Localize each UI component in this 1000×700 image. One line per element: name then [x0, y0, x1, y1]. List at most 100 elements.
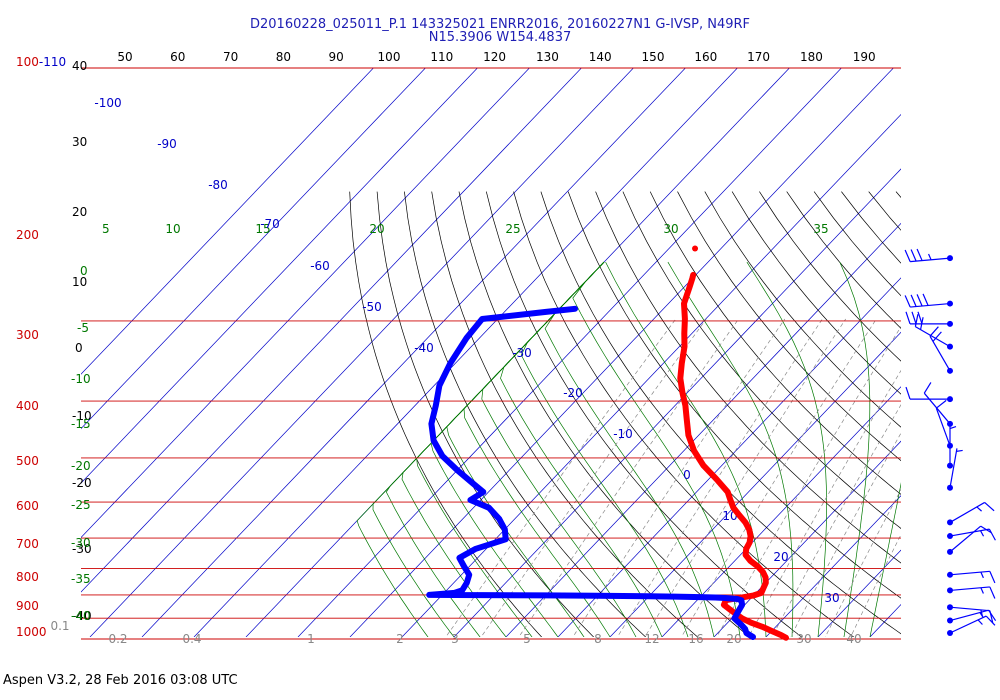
moist-adiabat-label: -35	[71, 572, 91, 586]
wind-barb-feather	[932, 331, 942, 342]
moist-adiabat-label: 35	[813, 222, 828, 236]
mixing-ratio-label: 8	[594, 632, 602, 646]
dry-adiabat-line	[595, 191, 901, 564]
wind-barb	[923, 382, 953, 427]
isotherm-label: -90	[157, 137, 177, 151]
moist-adiabat-label: -25	[71, 498, 91, 512]
wind-barb	[947, 501, 995, 526]
wind-barb-half-feather	[949, 426, 957, 430]
wind-barb	[929, 326, 953, 374]
pressure-label-100: 100	[16, 55, 39, 69]
dry-adiabat-line	[622, 191, 901, 529]
top-scale-label: 180	[800, 50, 823, 64]
wind-barb-staff	[949, 570, 990, 576]
moist-adiabat-line	[446, 261, 605, 637]
temperature-profile-line	[677, 271, 789, 641]
wind-barb-feather	[914, 314, 919, 327]
dry-adiabat-line	[485, 191, 803, 637]
mixing-ratio-label: 0.2	[108, 632, 127, 646]
isotherm-label: -60	[310, 259, 330, 273]
moist-adiabat-line	[520, 261, 689, 637]
isotherm-line	[817, 549, 901, 637]
chart-title: D20160228_025011_P.1 143325021 ENRR2016,…	[0, 18, 1000, 44]
isotherm-line	[765, 495, 901, 637]
wind-barb	[947, 528, 996, 541]
isotherm-line	[193, 68, 738, 637]
mixing-ratio-label: 2	[396, 632, 404, 646]
isotherm-line	[713, 440, 901, 637]
isotherm-label: -40	[414, 341, 434, 355]
isotherm-line	[81, 68, 582, 593]
wind-barb-staff	[915, 326, 951, 348]
mixing-ratio-label: 0.4	[182, 632, 201, 646]
isotherm-line	[89, 68, 634, 637]
isotherm-line	[401, 113, 901, 637]
isotherm-line	[869, 604, 901, 637]
pressure-label: 100-110	[16, 55, 66, 69]
pressure-label: 1000	[16, 625, 47, 639]
mixing-ratio-label: 20	[726, 632, 741, 646]
wind-barb-feather	[919, 317, 924, 330]
dry-adiabat-line	[458, 191, 751, 637]
wind-barb-staff	[949, 448, 958, 488]
wind-barb-feather	[917, 311, 923, 325]
dry-adiabat-line	[649, 191, 901, 495]
top-scale-label: 170	[747, 50, 770, 64]
moist-adiabat-label: 0	[80, 264, 88, 278]
pressure-label: 400	[16, 399, 39, 413]
pressure-label: 600	[16, 499, 39, 513]
wind-barb	[947, 570, 996, 584]
wind-barb	[914, 314, 953, 350]
dry-adiabat-line	[513, 191, 855, 637]
wind-barb-feather	[984, 501, 995, 512]
wind-barb-half-feather	[956, 449, 963, 452]
wind-barb-feather	[905, 386, 911, 400]
top-scale-label: 90	[329, 50, 344, 64]
wind-barb	[904, 293, 953, 308]
wind-barb-staff	[949, 501, 985, 523]
moist-adiabat-label: -5	[77, 321, 89, 335]
wind-barb-feather	[911, 311, 917, 325]
left-scale-label: 30	[72, 135, 87, 149]
dry-adiabat-line	[404, 191, 647, 637]
dry-adiabat-line	[704, 191, 901, 428]
pressure-label: 800	[16, 570, 39, 584]
left-scale-label: -30	[72, 542, 92, 556]
wind-barb-feather	[922, 293, 929, 306]
pressure-label: 700	[16, 537, 39, 551]
wind-barb	[947, 604, 994, 624]
wind-barb-feather	[980, 525, 992, 534]
moist-adiabat-line	[463, 261, 611, 637]
wind-barb-half-feather	[979, 612, 984, 619]
wind-barb-half-feather	[980, 571, 984, 579]
mixing-ratio-label: 12	[644, 632, 659, 646]
mixing-ratio-label: 40	[846, 632, 861, 646]
dry-adiabat-line	[813, 191, 901, 297]
top-scale-label: 130	[536, 50, 559, 64]
wind-barb-staff	[949, 525, 982, 553]
left-scale-label: 0	[75, 341, 83, 355]
isotherm-line	[453, 168, 901, 637]
moist-adiabat-label: 25	[505, 222, 520, 236]
moist-adiabat-line	[500, 261, 663, 637]
mixing-ratio-label: 0.1	[50, 619, 69, 633]
top-scale-label: 120	[483, 50, 506, 64]
isotherm-line	[505, 222, 901, 637]
isotherm-label: 30	[824, 591, 839, 605]
mixing-ratio-line	[518, 318, 739, 637]
moist-adiabat-line	[481, 261, 637, 637]
mixing-ratio-label: 1	[307, 632, 315, 646]
wind-barb	[905, 311, 953, 327]
isotherm-line	[141, 68, 686, 637]
wind-barb	[947, 609, 997, 624]
wind-barb-feather	[929, 326, 939, 337]
wind-barb-feather	[916, 294, 923, 307]
sounding-profiles	[426, 245, 789, 641]
top-scale-label: 150	[642, 50, 665, 64]
top-scale-label: 110	[430, 50, 453, 64]
background-grid	[81, 68, 901, 637]
wind-barb	[947, 448, 963, 491]
wind-barb-half-feather	[980, 587, 984, 594]
mixing-ratio-label: 16	[688, 632, 703, 646]
dry-adiabat-line	[677, 191, 901, 462]
